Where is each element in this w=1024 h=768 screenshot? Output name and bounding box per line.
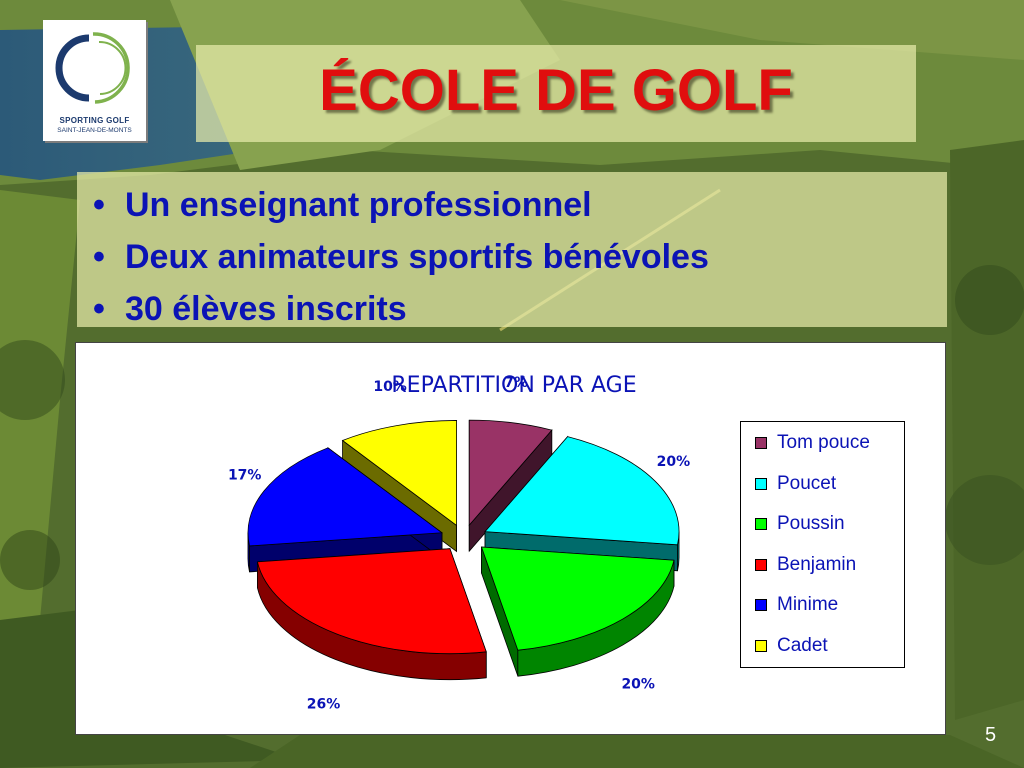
- legend-label: Cadet: [777, 635, 828, 656]
- logo-text-line2: SAINT-JEAN-DE-MONTS: [57, 127, 132, 134]
- legend-swatch: [755, 599, 767, 611]
- pie-percent-label: 20%: [657, 454, 691, 470]
- bullets-panel: • Un enseignant professionnel • Deux anima…: [77, 172, 947, 328]
- pie-percent-label: 20%: [621, 677, 655, 693]
- pie-slice-benjamin: [256, 548, 487, 681]
- page-number: 5: [985, 724, 997, 746]
- pie-percent-label: 26%: [307, 696, 341, 712]
- legend-swatch: [755, 518, 767, 530]
- bullet-glyph: •: [93, 186, 105, 224]
- slide-title: ÉCOLE DE GOLF: [319, 58, 793, 123]
- legend-swatch: [755, 437, 767, 449]
- pie-slice-poussin: [480, 546, 675, 677]
- legend-label: Benjamin: [777, 554, 857, 575]
- bullet-text: 30 élèves inscrits: [125, 290, 407, 328]
- legend-label: Minime: [777, 594, 839, 615]
- title-panel: ÉCOLE DE GOLF: [196, 45, 916, 142]
- chart-legend: Tom pouce Poucet Poussin Benjamin Minime…: [740, 421, 905, 668]
- pie-percent-label: 7%: [504, 375, 528, 391]
- bullet-list: • Un enseignant professionnel • Deux anima…: [87, 182, 709, 338]
- legend-swatch: [755, 559, 767, 571]
- bullet-glyph: •: [93, 238, 105, 276]
- bullet-text: Deux animateurs sportifs bénévoles: [125, 238, 709, 276]
- legend-label: Poucet: [777, 473, 837, 494]
- bullet-text: Un enseignant professionnel: [125, 186, 592, 224]
- chart-panel: REPARTITION PAR AGE 7% 20% 20% 26% 17% 10% To…: [75, 342, 946, 735]
- pie-slice-tom-pouce: [468, 419, 553, 553]
- legend-swatch: [755, 640, 767, 652]
- pie-percent-label: 10%: [373, 379, 407, 395]
- chart-title: REPARTITION PAR AGE: [391, 373, 636, 398]
- pie-slice-poucet: [484, 435, 680, 572]
- bullet-glyph: •: [93, 290, 105, 328]
- sporting-golf-logo: SPORTING GOLF SAINT-JEAN-DE-MONTS: [43, 20, 146, 141]
- bullet-item: • Deux animateurs sportifs bénévoles: [87, 234, 709, 286]
- logo-text-line1: SPORTING GOLF: [59, 116, 130, 125]
- legend-label: Tom pouce: [777, 432, 870, 453]
- legend-swatch: [755, 478, 767, 490]
- pie-chart: REPARTITION PAR AGE 7% 20% 20% 26% 17% 10%: [228, 373, 691, 712]
- pie-percent-label: 17%: [228, 468, 262, 484]
- bullet-item: • 30 élèves inscrits: [87, 286, 709, 338]
- bullet-item: • Un enseignant professionnel: [87, 182, 709, 234]
- legend-label: Poussin: [777, 513, 845, 534]
